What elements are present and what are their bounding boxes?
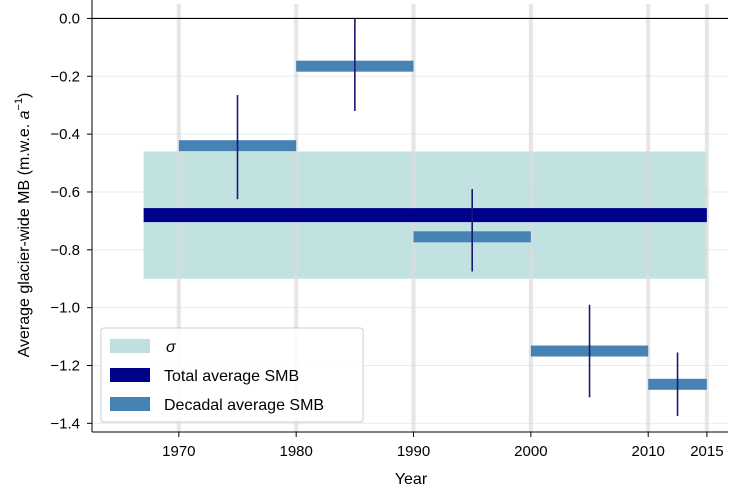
y-axis-ticks: 0.0 −0.2 −0.4 −0.6 −0.8 −1.0 −1.2 −1.4: [50, 10, 92, 432]
y-tick-label: −1.2: [50, 357, 80, 374]
legend-label-sigma: σ: [166, 339, 177, 356]
error-bars-layer: [236, 18, 679, 417]
y-tick-label: −1.4: [50, 415, 80, 432]
legend-label-decadal: Decadal average SMB: [164, 397, 324, 414]
legend-swatch-decadal: [110, 397, 150, 411]
legend-swatch-total: [110, 368, 150, 382]
plot-area: [92, 4, 728, 432]
y-tick-label: −0.2: [50, 68, 80, 85]
y-axis-title-unit: a: [16, 110, 33, 119]
x-axis-title: Year: [395, 471, 428, 488]
y-axis-title-exponent: −1: [13, 98, 25, 111]
axes: [91, 0, 728, 433]
legend-frame: [100, 327, 364, 423]
x-tick-label: 1990: [397, 443, 430, 460]
y-tick-label: −0.6: [50, 184, 80, 201]
x-axis-ticks: 1970 1980 1990 2000 2010 2015: [162, 432, 724, 460]
y-axis-title-close: ): [16, 93, 33, 98]
legend: σ Total average SMB Decadal average SMB: [100, 327, 364, 423]
y-tick-label: −1.0: [50, 300, 80, 317]
x-tick-label: 2000: [514, 443, 547, 460]
legend-label-total: Total average SMB: [164, 368, 299, 385]
y-tick-label: −0.4: [50, 126, 80, 143]
legend-swatch-sigma: [110, 339, 150, 353]
y-tick-label: −0.8: [50, 242, 80, 259]
y-axis-title-main: Average glacier-wide MB (m.w.e.: [16, 119, 33, 357]
x-tick-label: 2010: [632, 443, 665, 460]
y-tick-label: 0.0: [59, 10, 80, 27]
y-axis-title: Average glacier-wide MB (m.w.e. a−1): [13, 93, 33, 358]
x-tick-label: 1980: [279, 443, 312, 460]
x-tick-label: 2015: [690, 443, 723, 460]
total-average-layer: [143, 208, 707, 223]
total-average-bar: [143, 208, 707, 223]
x-tick-label: 1970: [162, 443, 195, 460]
